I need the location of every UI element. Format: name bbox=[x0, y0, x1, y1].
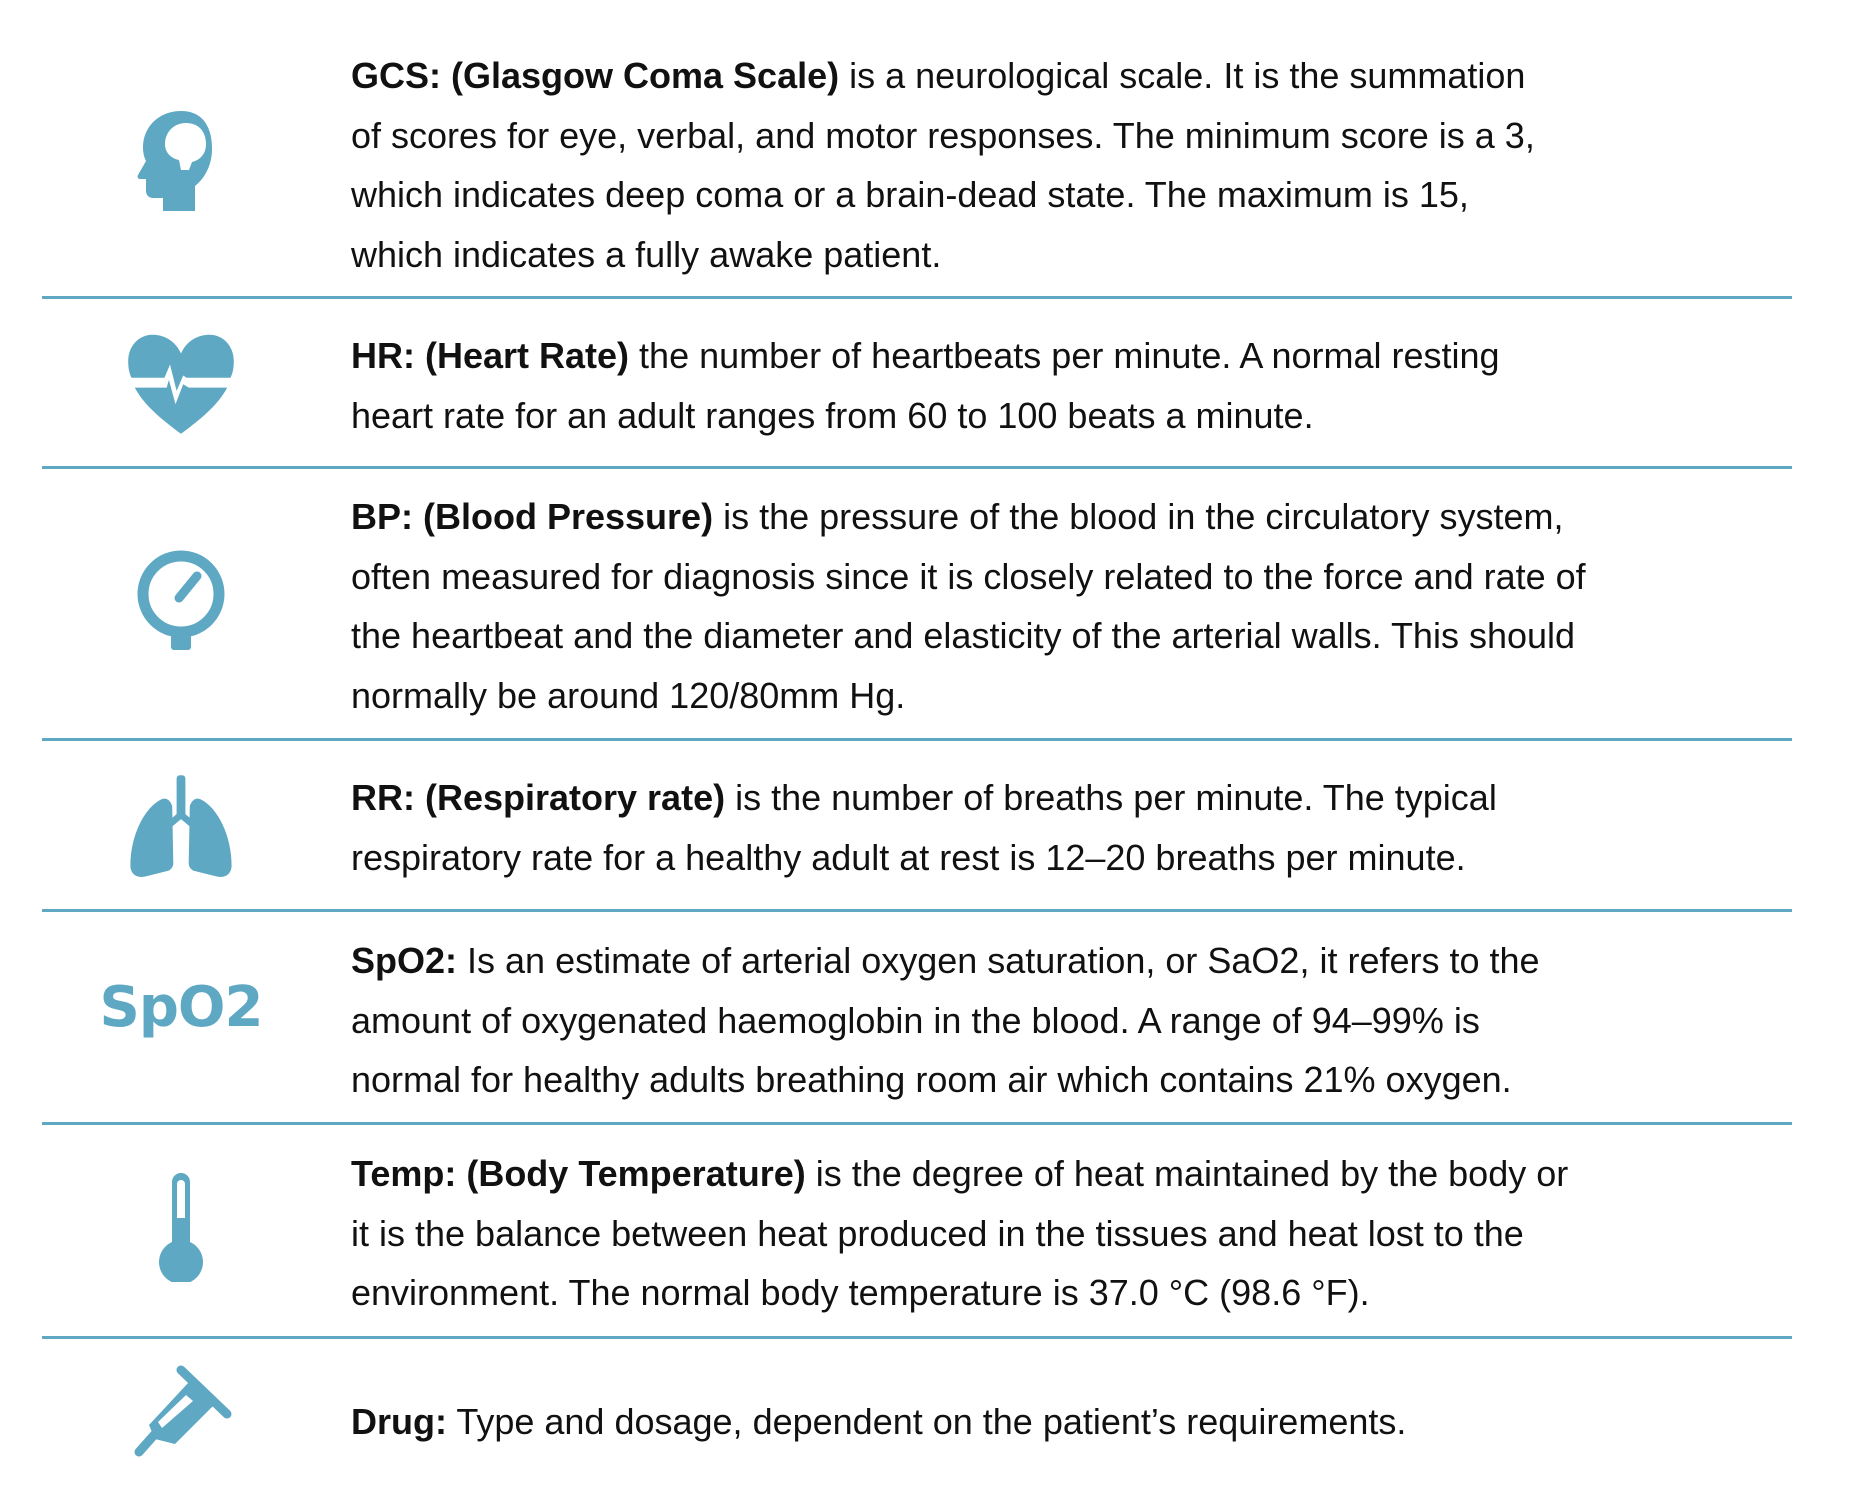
divider bbox=[42, 1336, 1792, 1339]
syringe-icon bbox=[126, 1360, 236, 1470]
gcs-definition: GCS: (Glasgow Coma Scale) is a neurologi… bbox=[351, 55, 1535, 275]
divider bbox=[42, 909, 1792, 912]
term: Drug: bbox=[351, 1401, 447, 1442]
divider bbox=[42, 738, 1792, 741]
head-brain-icon bbox=[126, 106, 236, 216]
term: GCS: (Glasgow Coma Scale) bbox=[351, 55, 840, 96]
divider bbox=[42, 1122, 1792, 1125]
spo2-text-icon: SpO2 bbox=[99, 975, 264, 1040]
lungs-icon bbox=[126, 773, 236, 883]
term: HR: (Heart Rate) bbox=[351, 335, 630, 376]
term: BP: (Blood Pressure) bbox=[351, 496, 714, 537]
term: SpO2: bbox=[351, 940, 458, 981]
term: Temp: (Body Temperature) bbox=[351, 1153, 806, 1194]
drug-definition: Drug: Type and dosage, dependent on the … bbox=[351, 1401, 1407, 1442]
spo2-definition: SpO2: Is an estimate of arterial oxygen … bbox=[351, 940, 1540, 1100]
divider bbox=[42, 296, 1792, 299]
thermometer-icon bbox=[126, 1172, 236, 1285]
bp-definition: BP: (Blood Pressure) is the pressure of … bbox=[351, 496, 1586, 716]
term: RR: (Respiratory rate) bbox=[351, 777, 726, 818]
divider bbox=[42, 466, 1792, 469]
rr-definition: RR: (Respiratory rate) is the number of … bbox=[351, 777, 1497, 878]
heart-pulse-icon bbox=[126, 326, 236, 436]
pressure-gauge-icon bbox=[126, 546, 236, 656]
hr-definition: HR: (Heart Rate) the number of heartbeat… bbox=[351, 335, 1500, 436]
temp-definition: Temp: (Body Temperature) is the degree o… bbox=[351, 1153, 1569, 1313]
